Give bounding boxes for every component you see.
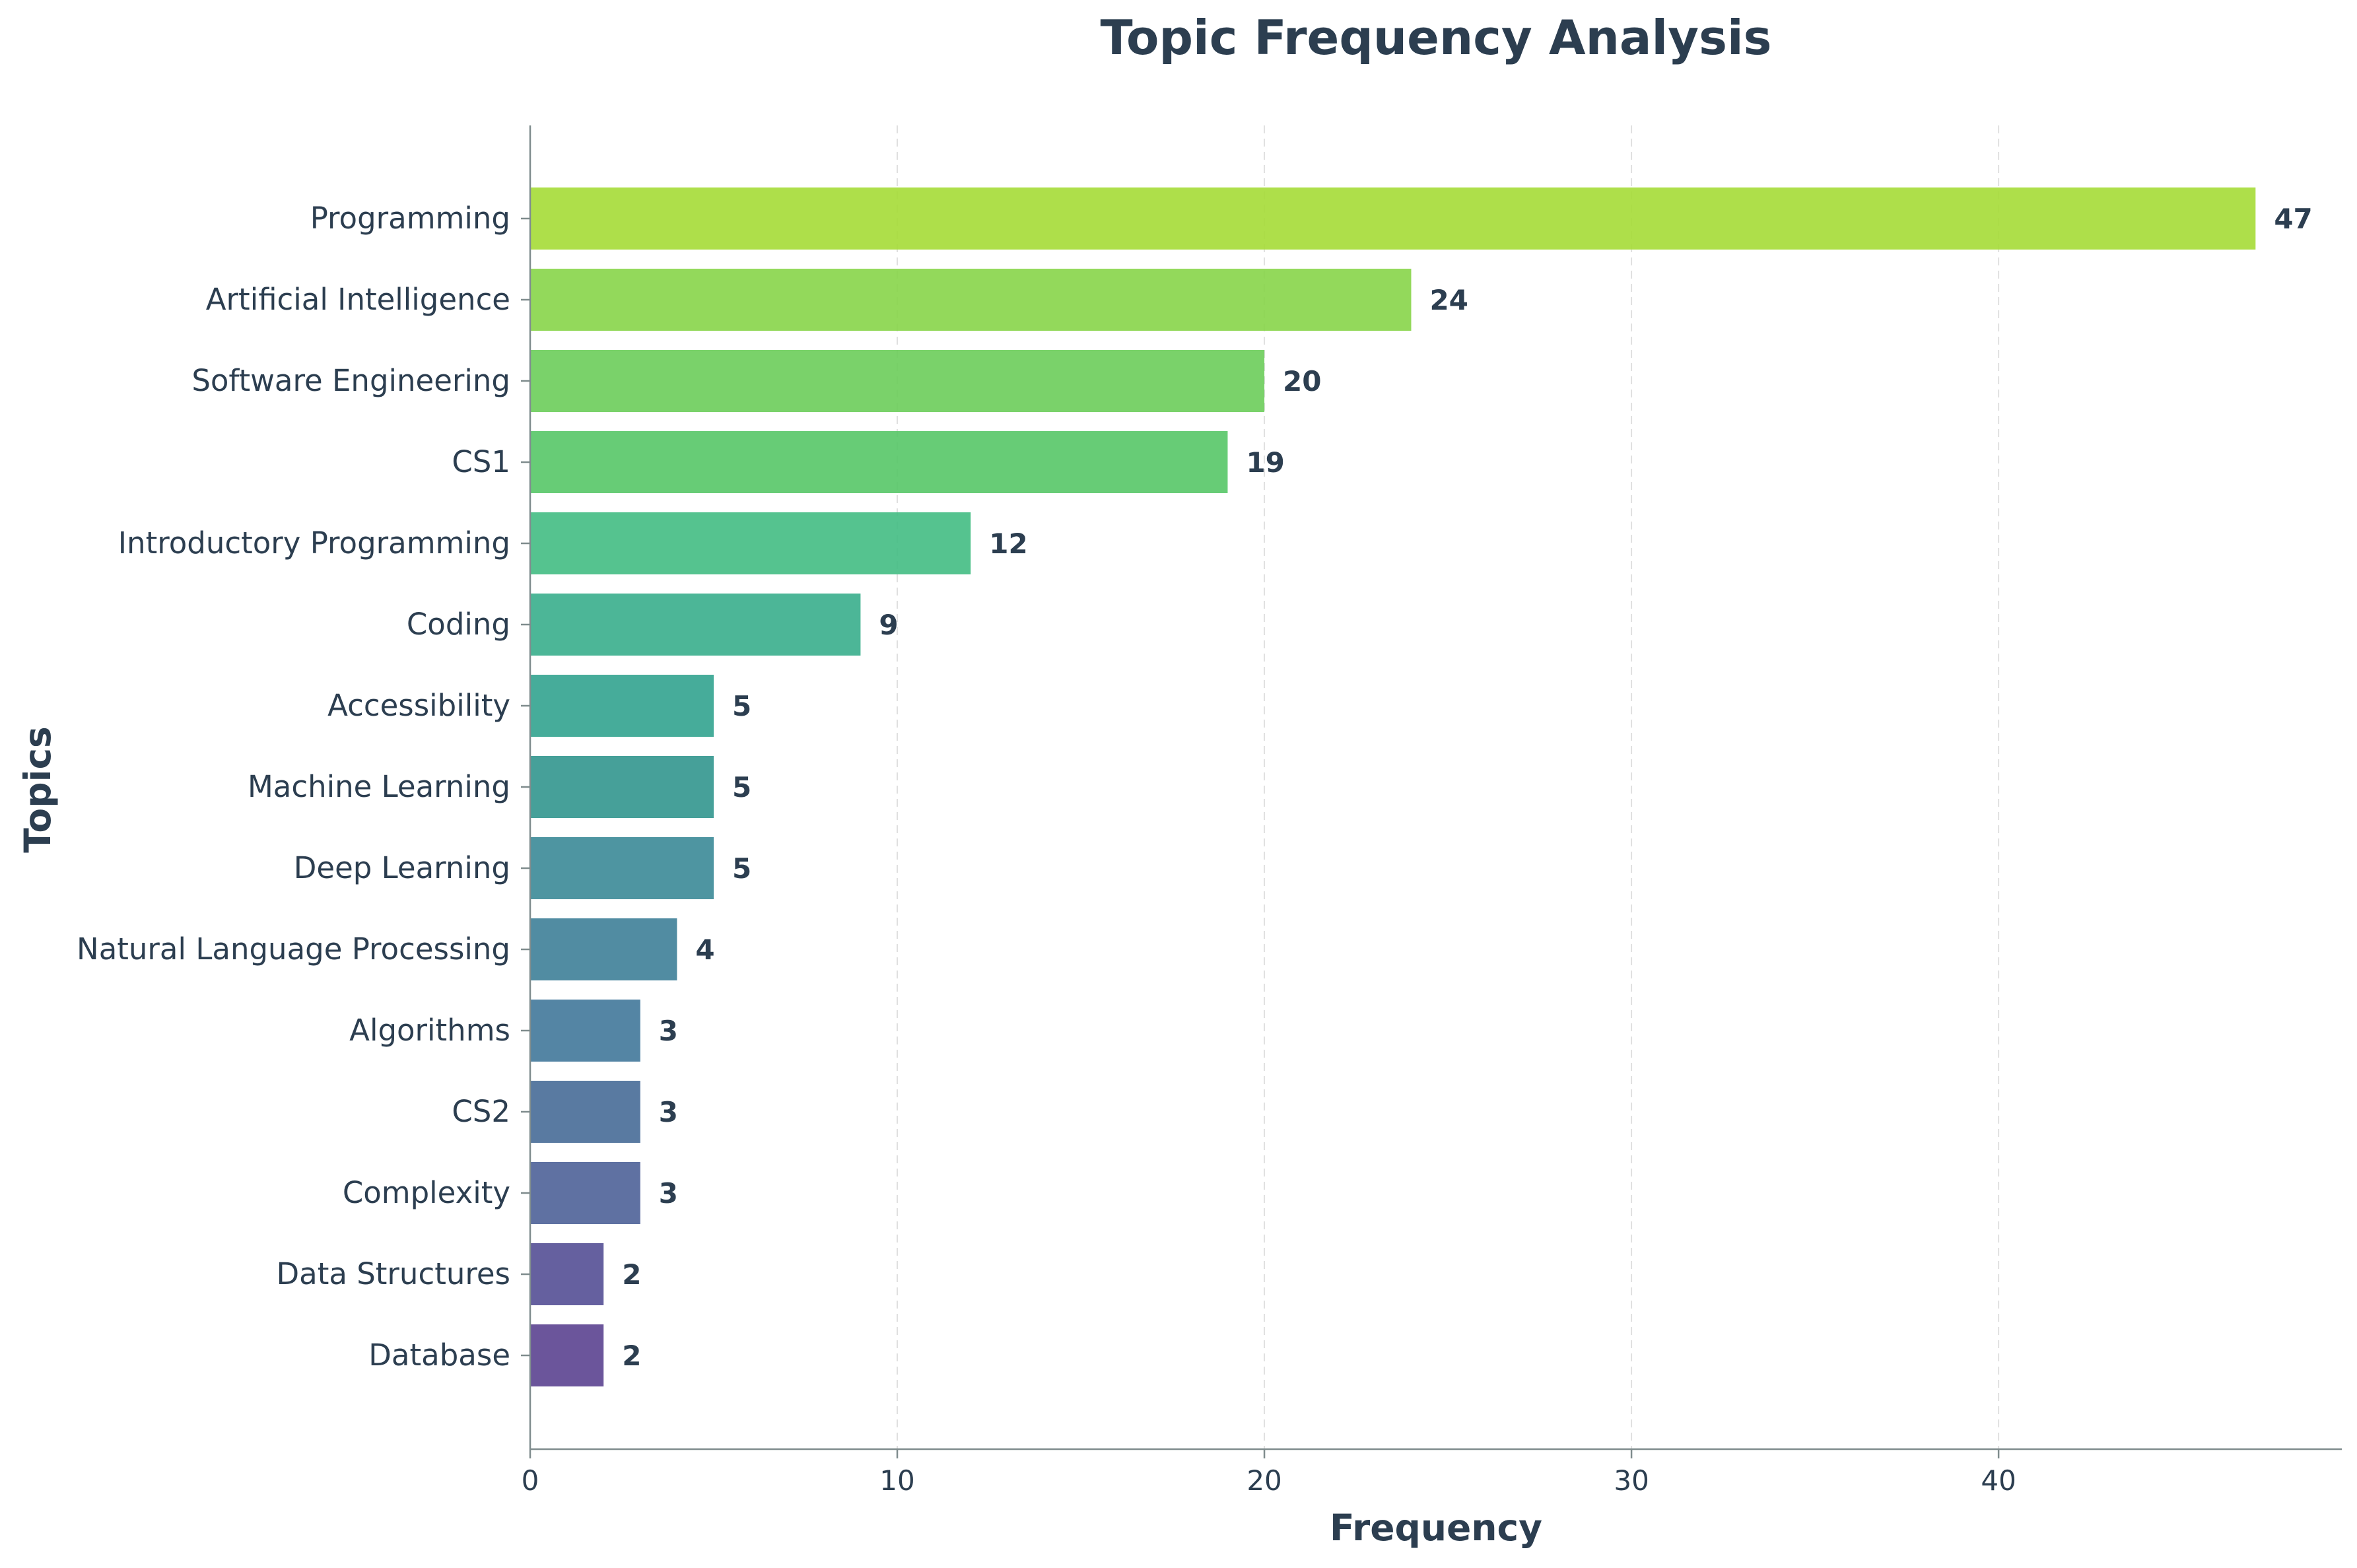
x-tick-label: 30 bbox=[1614, 1464, 1649, 1497]
y-tick-label: Artificial Intelligence bbox=[206, 282, 510, 317]
x-tick-label: 10 bbox=[879, 1464, 914, 1497]
y-tick-label: Algorithms bbox=[349, 1013, 510, 1048]
bar bbox=[530, 187, 2256, 250]
bar bbox=[530, 512, 971, 574]
y-axis-label: Topics bbox=[17, 726, 59, 853]
bar bbox=[530, 350, 1265, 412]
bar bbox=[530, 756, 714, 818]
gridlines bbox=[897, 125, 2000, 1449]
bar-value-label: 4 bbox=[695, 934, 714, 966]
y-tick-label: Database bbox=[368, 1338, 510, 1373]
bar bbox=[530, 837, 714, 899]
bar-value-label: 2 bbox=[622, 1340, 641, 1372]
x-tick-label: 40 bbox=[1981, 1464, 2016, 1497]
bar bbox=[530, 269, 1412, 331]
x-ticks: 0 10 20 30 40 bbox=[522, 1449, 2016, 1497]
bar bbox=[530, 431, 1228, 493]
bar bbox=[530, 1162, 640, 1224]
y-tick-label: Programming bbox=[310, 201, 510, 236]
y-tick-label: Accessibility bbox=[327, 688, 510, 723]
y-tick-label: Machine Learning bbox=[248, 769, 510, 804]
x-axis-label: Frequency bbox=[1330, 1507, 1542, 1549]
bar-value-label: 5 bbox=[732, 852, 751, 885]
bar-value-label: 3 bbox=[659, 1015, 678, 1047]
bar-value-label: 12 bbox=[989, 528, 1027, 560]
bar bbox=[530, 1324, 604, 1386]
y-tick-label: Coding bbox=[407, 607, 510, 642]
chart-title: Topic Frequency Analysis bbox=[1100, 10, 1771, 65]
y-tick-label: Data Structures bbox=[276, 1256, 510, 1291]
x-tick-label: 0 bbox=[522, 1464, 539, 1497]
bar-value-label: 5 bbox=[732, 690, 751, 722]
x-tick-label: 20 bbox=[1247, 1464, 1281, 1497]
bar bbox=[530, 1243, 604, 1305]
bar-value-label: 20 bbox=[1283, 365, 1321, 397]
bar-value-label: 2 bbox=[622, 1258, 641, 1291]
y-tick-label: Complexity bbox=[343, 1175, 510, 1210]
bar bbox=[530, 594, 861, 656]
bar-value-label: 3 bbox=[659, 1096, 678, 1128]
y-tick-label: Introductory Programming bbox=[118, 526, 510, 561]
bars bbox=[530, 187, 2256, 1386]
bar-value-label: 19 bbox=[1246, 446, 1284, 479]
bar-value-label: 5 bbox=[732, 771, 751, 803]
bar bbox=[530, 1000, 640, 1062]
bar-value-label: 9 bbox=[879, 609, 898, 641]
y-tick-label: CS1 bbox=[452, 444, 510, 479]
bar bbox=[530, 1081, 640, 1143]
y-ticks: Programming Artificial Intelligence Softwa… bbox=[77, 201, 530, 1373]
y-tick-label: Deep Learning bbox=[294, 850, 510, 885]
bar-value-label: 47 bbox=[2274, 203, 2312, 235]
value-labels: 47 24 20 19 12 9 5 5 5 4 3 3 3 2 2 bbox=[622, 203, 2313, 1372]
y-tick-label: Natural Language Processing bbox=[77, 932, 510, 967]
bar bbox=[530, 918, 677, 980]
bar bbox=[530, 675, 714, 737]
y-tick-label: Software Engineering bbox=[191, 363, 510, 398]
y-tick-label: CS2 bbox=[452, 1094, 510, 1129]
bar-value-label: 24 bbox=[1429, 284, 1468, 316]
bar-value-label: 3 bbox=[659, 1177, 678, 1210]
